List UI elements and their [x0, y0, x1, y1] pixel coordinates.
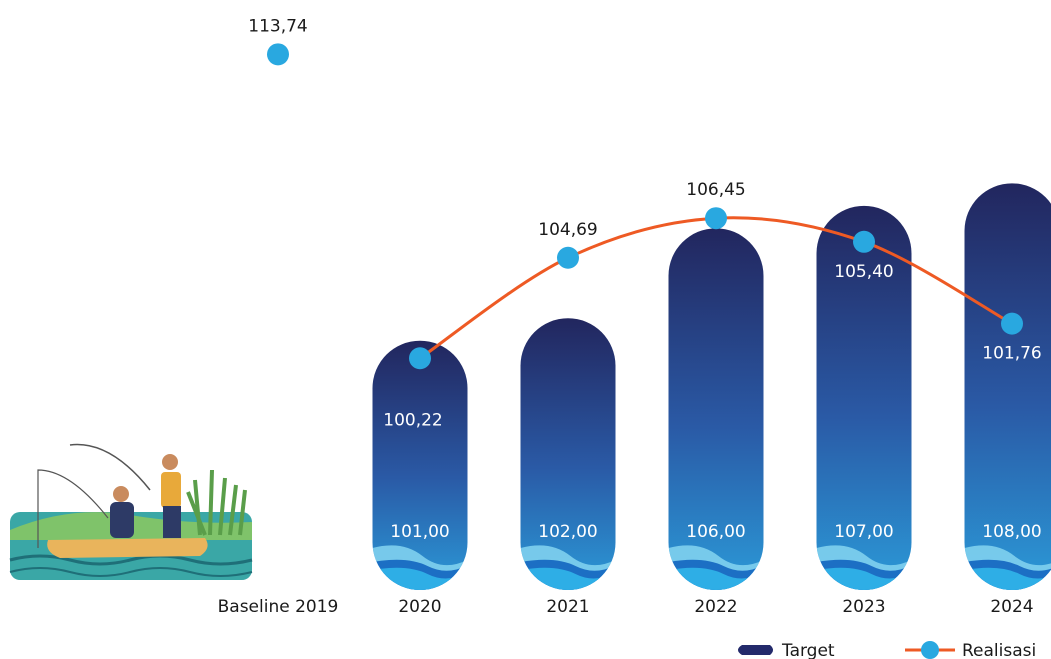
baseline-point: [267, 43, 289, 66]
line-value-label: 104,69: [538, 220, 597, 240]
line-point: [409, 347, 431, 370]
line-point: [557, 246, 579, 269]
line-point: [853, 230, 875, 253]
legend-swatch: [921, 641, 939, 659]
line-point: [1001, 312, 1023, 335]
line-value-label: 101,76: [982, 344, 1041, 364]
x-tick-label: Baseline 2019: [218, 597, 339, 617]
bar: [816, 205, 912, 590]
x-tick-label: 2021: [546, 597, 589, 617]
x-tick-label: 2024: [990, 597, 1033, 617]
bar-value-label: 108,00: [982, 522, 1041, 542]
legend-swatch: [738, 645, 773, 655]
line-value-label: 105,40: [834, 262, 893, 282]
x-tick-label: 2023: [842, 597, 885, 617]
bar-value-label: 107,00: [834, 522, 893, 542]
illustration: [9, 443, 253, 580]
x-tick-label: 2022: [694, 597, 737, 617]
bar: [372, 340, 468, 590]
legend-label: Target: [781, 641, 835, 659]
bar-wave: [372, 545, 468, 590]
line-point: [705, 207, 727, 230]
bar: [964, 183, 1051, 590]
x-tick-label: 2020: [398, 597, 441, 617]
bar-value-label: 102,00: [538, 522, 597, 542]
bar-value-label: 101,00: [390, 522, 449, 542]
bar: [520, 318, 616, 590]
bar-value-label: 106,00: [686, 522, 745, 542]
legend-label: Realisasi: [962, 641, 1036, 659]
line-value-label: 106,45: [686, 180, 745, 200]
baseline-value-label: 113,74: [248, 16, 307, 36]
bar: [668, 228, 764, 590]
line-value-label: 100,22: [383, 410, 442, 430]
